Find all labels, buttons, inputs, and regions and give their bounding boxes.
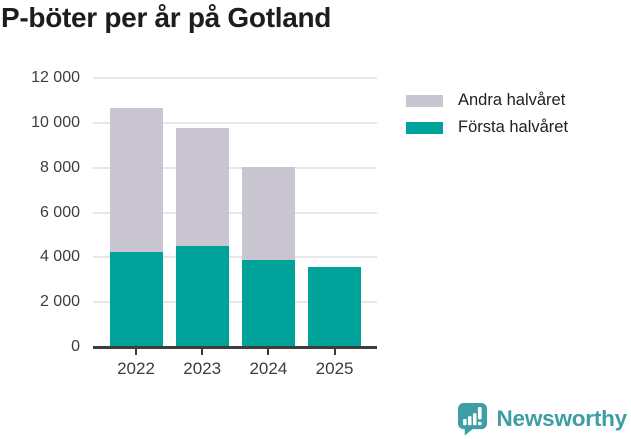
brand-name: Newsworthy [496, 406, 627, 431]
x-tick-2025 [333, 349, 336, 355]
bar-2024-andra-halv-ret [241, 166, 295, 260]
x-tick-label-2023: 2023 [183, 359, 222, 378]
y-tick-label-4000: 4 000 [39, 248, 80, 266]
x-tick-label-2022: 2022 [117, 359, 155, 378]
bar-2024-f-rsta-halv-ret [241, 259, 295, 347]
x-axis-line [93, 346, 377, 349]
gridline-10000 [93, 121, 377, 124]
bar-2023-f-rsta-halv-ret [175, 246, 229, 347]
gridline-2000 [93, 301, 377, 304]
y-tick-label-10000: 10 000 [31, 113, 80, 131]
legend: Andra halvåret Första halvåret [406, 87, 568, 141]
gridline-6000 [93, 211, 377, 214]
y-tick-label-6000: 6 000 [39, 203, 80, 221]
x-tick-label-2024: 2024 [249, 359, 288, 378]
gridline-12000 [93, 77, 377, 79]
gridline-8000 [93, 166, 377, 169]
y-tick-label-8000: 8 000 [39, 158, 80, 176]
newsworthy-logo-icon [458, 403, 488, 436]
legend-swatch [406, 121, 443, 134]
legend-item-f-rsta-halv-ret: Första halvåret [406, 114, 568, 141]
y-tick-label-0: 0 [71, 338, 80, 355]
footer-brand: Newsworthy [457, 402, 627, 436]
bar-2025-f-rsta-halv-ret [308, 267, 362, 347]
legend-label: Första halvåret [458, 118, 569, 136]
gridline-4000 [93, 256, 377, 259]
bar-2022-andra-halv-ret [109, 108, 163, 252]
x-tick-2024 [267, 349, 270, 355]
x-tick-2022 [135, 349, 137, 355]
y-tick-label-2000: 2 000 [39, 293, 80, 311]
x-tick-2023 [201, 349, 204, 355]
bar-2023-andra-halv-ret [175, 128, 229, 247]
x-tick-label-2025: 2025 [315, 359, 354, 378]
plot-area [93, 77, 377, 349]
chart-title: P-böter per år på Gotland [1, 2, 332, 33]
bar-2022-f-rsta-halv-ret [109, 251, 163, 347]
legend-swatch [406, 94, 443, 107]
y-tick-label-12000: 12 000 [31, 69, 80, 86]
legend-item-andra-halv-ret: Andra halvåret [406, 87, 568, 114]
legend-label: Andra halvåret [458, 91, 566, 109]
